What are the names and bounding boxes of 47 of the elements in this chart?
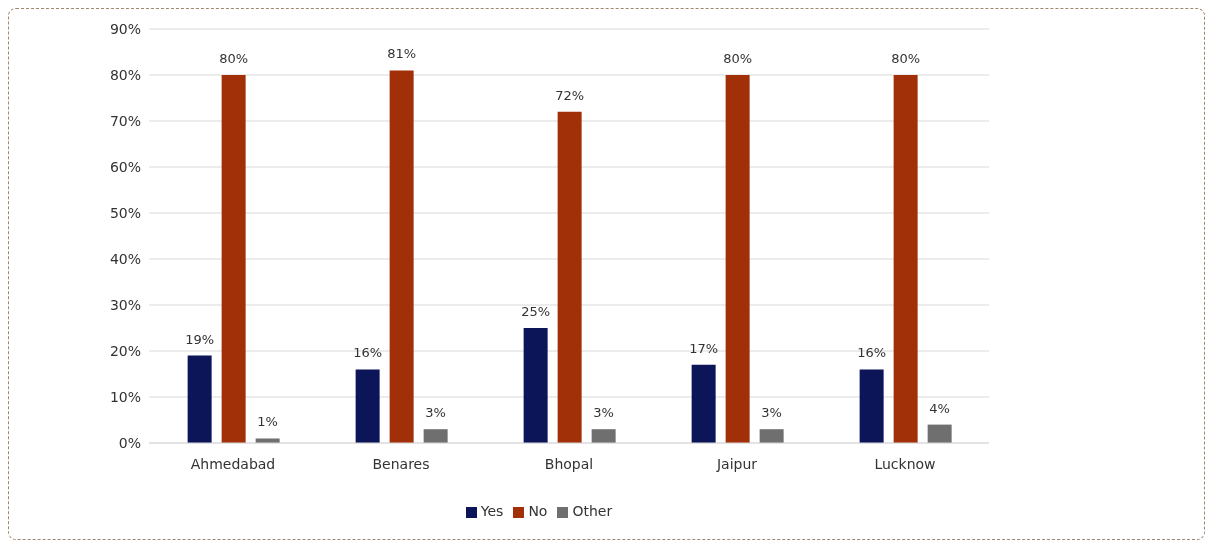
bar	[691, 364, 716, 443]
bar	[591, 429, 616, 443]
y-tick-label: 60%	[109, 158, 141, 175]
bar	[725, 75, 750, 443]
bar	[859, 369, 884, 443]
legend-label: Other	[572, 503, 613, 519]
data-label: 80%	[891, 51, 921, 66]
bar	[423, 429, 448, 443]
x-tick-label: Ahmedabad	[190, 455, 276, 472]
data-label: 16%	[857, 345, 887, 361]
x-tick-label: Bhopal	[544, 455, 594, 472]
y-tick-label: 10%	[109, 388, 141, 405]
y-tick-label: 20%	[109, 342, 141, 359]
y-tick-label: 0%	[118, 434, 141, 451]
data-label: 3%	[761, 405, 782, 421]
bar	[187, 355, 212, 443]
data-label: 25%	[521, 304, 551, 319]
y-tick-label: 70%	[109, 112, 141, 129]
data-label: 72%	[555, 87, 585, 103]
y-tick-label: 40%	[109, 250, 141, 267]
bar	[759, 429, 784, 443]
legend-label: Yes	[480, 503, 504, 519]
legend-label: No	[528, 503, 548, 519]
data-label: 3%	[425, 405, 446, 421]
bar	[927, 424, 952, 443]
bar	[221, 75, 246, 443]
bar	[893, 75, 918, 443]
x-tick-label: Benares	[372, 455, 430, 472]
data-label: 3%	[593, 405, 614, 421]
bar	[389, 70, 414, 443]
data-label: 4%	[929, 400, 950, 416]
data-label: 16%	[353, 345, 383, 361]
y-tick-label: 30%	[109, 296, 141, 313]
x-tick-label: Jaipur	[715, 455, 758, 472]
bar	[355, 369, 380, 443]
data-label: 1%	[257, 414, 278, 430]
data-label: 80%	[219, 51, 249, 66]
data-label: 81%	[387, 46, 417, 62]
bar	[523, 328, 548, 443]
data-label: 19%	[185, 331, 215, 347]
data-label: 80%	[723, 51, 753, 66]
x-tick-label: Lucknow	[874, 455, 936, 472]
y-tick-label: 90%	[109, 20, 141, 37]
y-tick-label: 50%	[109, 204, 141, 221]
bar	[557, 111, 582, 443]
data-label: 17%	[689, 340, 719, 356]
y-tick-label: 80%	[109, 66, 141, 83]
